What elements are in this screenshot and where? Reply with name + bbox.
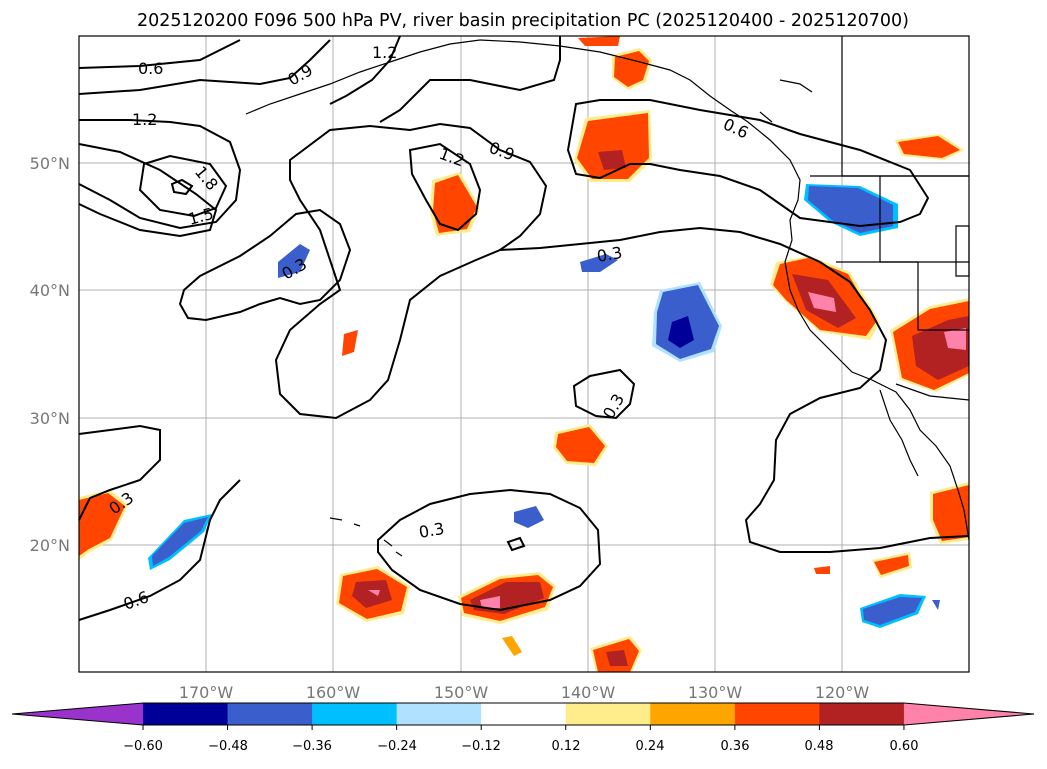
hawaii-islands: [329, 517, 403, 557]
colorbar-block: [650, 703, 736, 725]
map-panel: 0.6 0.9 1.2 1.2 1.8 1.5 1.2 0.9 0.3 0.3 …: [78, 35, 970, 673]
colorbar-block: [481, 703, 567, 725]
colorbar-extend-high: [903, 703, 1034, 725]
pv-contour-0.6-north: [78, 39, 241, 69]
lon-tick-label: 170°W: [179, 683, 234, 702]
colorbar-block: [143, 703, 229, 725]
pv-contour-0.9-north: [78, 39, 331, 95]
colorbar-tick-label: 0.12: [552, 739, 581, 754]
lon-tick-label: 120°W: [815, 683, 870, 702]
lat-tick-label: 40°N: [30, 281, 70, 300]
baja-california: [879, 389, 919, 477]
colorbar-tick-label: 0.24: [636, 739, 665, 754]
contour-label: 0.3: [417, 519, 445, 542]
colorbar-block: [396, 703, 482, 725]
colorbar-block: [312, 703, 398, 725]
pv-contour-1.2-mid: [408, 142, 482, 232]
precip-negative-oregon: [804, 184, 898, 236]
pv-contours: [78, 35, 970, 621]
pv-contour-0.3-southwest: [78, 424, 161, 521]
colorbar-extend-low: [12, 703, 143, 725]
lon-tick-label: 140°W: [561, 683, 616, 702]
pv-contour-1.2-west: [78, 119, 242, 230]
pv-contour-0.3-small: [506, 536, 526, 552]
lon-tick-label: 160°W: [306, 683, 361, 702]
precip-positive-small: [342, 330, 358, 356]
map-background: [79, 36, 969, 672]
pv-contour-0.3-hawaii: [377, 488, 602, 612]
contour-label: 1.2: [132, 110, 157, 129]
pv-contour-0.6-southwest: [78, 479, 241, 621]
pv-contour-0.3-east: [499, 226, 970, 553]
precip-negative-southeast: [860, 594, 940, 628]
precip-positive-canada: [895, 134, 964, 160]
precip-shading: [79, 36, 969, 672]
precip-positive-california: [770, 256, 880, 340]
colorbar-tick-label: 0.60: [890, 739, 919, 754]
precip-positive-westedge: [79, 490, 128, 560]
colorbar-block: [734, 703, 820, 725]
pv-contour-1.2-north: [329, 35, 401, 105]
precip-positive-southeast: [502, 482, 969, 672]
pv-contour-0.9-alaska: [379, 36, 561, 123]
colorbar-tick-label: −0.24: [377, 739, 417, 754]
colorbar-tick-label: −0.12: [461, 739, 501, 754]
colorbar-block: [819, 703, 905, 725]
map-frame: [78, 35, 970, 673]
longitude-ticks: 170°W 160°W 150°W 140°W 130°W 120°W: [179, 683, 870, 702]
contour-label: 1.2: [372, 43, 397, 62]
pv-contour-0.3-mid: [572, 368, 636, 420]
precip-negative-central: [652, 282, 722, 362]
precip-negative-hawaii: [514, 506, 544, 528]
lat-tick-label: 30°N: [30, 409, 70, 428]
contour-label: 0.6: [138, 59, 163, 78]
lat-tick-label: 20°N: [30, 536, 70, 555]
coastlines: [245, 36, 970, 557]
pv-contour-0.9-mid: [274, 122, 548, 420]
precip-negative-west: [278, 244, 310, 278]
pv-contour-max: [170, 178, 194, 196]
colorbar-blocks: [12, 703, 1034, 725]
colorbar-block: [565, 703, 651, 725]
lon-tick-label: 130°W: [688, 683, 743, 702]
colorbar: −0.60 −0.48 −0.36 −0.24 −0.12 0.12 0.24 …: [11, 702, 1035, 754]
map-title: 2025120200 F096 500 hPa PV, river basin …: [137, 11, 909, 31]
precip-positive-southwest: [890, 298, 969, 392]
colorbar-tick-label: 0.48: [805, 739, 834, 754]
colorbar-tick-label: −0.48: [208, 739, 248, 754]
pv-contour-0.6-alaska: [566, 99, 930, 228]
colorbar-tick-label: 0.36: [721, 739, 750, 754]
colorbar-block: [227, 703, 313, 725]
latitude-ticks: 50°N 40°N 30°N 20°N: [30, 154, 70, 555]
precip-positive-midpacific: [430, 172, 480, 236]
pv-contour-1.8: [138, 154, 228, 218]
contour-label: 0.3: [595, 243, 623, 266]
precip-positive-hawaii-east: [458, 572, 556, 624]
precip-positive-alaska: [578, 36, 652, 90]
aleutian-chain: [245, 39, 481, 115]
precip-positive-subtropic: [553, 424, 608, 466]
lon-tick-label: 150°W: [434, 683, 489, 702]
border-states-south: [836, 261, 969, 331]
pv-contour-0.3-west: [178, 208, 352, 322]
coastal-islands: [759, 79, 813, 123]
colorbar-tick-label: −0.36: [292, 739, 332, 754]
colorbar-tick-label: −0.60: [123, 739, 163, 754]
north-america-coast: [479, 39, 970, 541]
precip-negative-southwest: [148, 514, 212, 570]
border-us-mexico: [895, 383, 970, 401]
precip-positive-hawaii-west: [336, 566, 410, 622]
precip-negative-mid: [580, 254, 618, 272]
pv-contour-1.5: [78, 143, 218, 238]
colorbar-ticks: −0.60 −0.48 −0.36 −0.24 −0.12 0.12 0.24 …: [123, 725, 918, 754]
lat-tick-label: 50°N: [30, 154, 70, 173]
